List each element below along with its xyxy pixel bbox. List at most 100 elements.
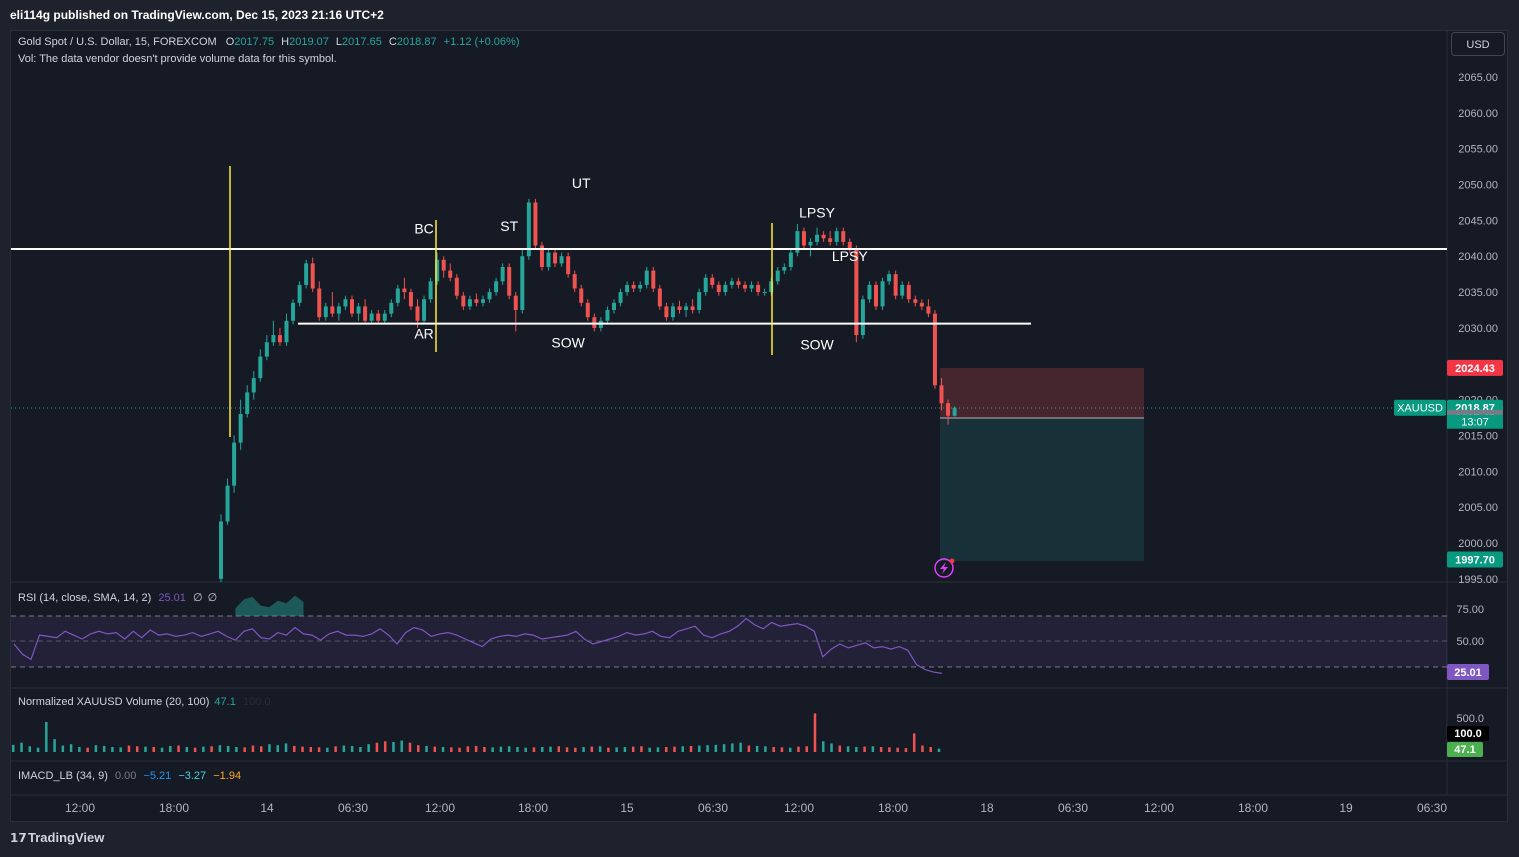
- candle-body: [225, 485, 230, 522]
- volume-bar: [86, 747, 89, 752]
- volume-bar: [152, 747, 156, 752]
- time-axis-tick: 19: [1339, 801, 1353, 815]
- rsi-axis-tick: 75.00: [1456, 604, 1484, 616]
- rsi-line: [13, 617, 943, 674]
- candle-body: [363, 306, 368, 321]
- candle-body: [539, 245, 544, 267]
- annotation-label: AR: [414, 326, 433, 342]
- candle-body: [860, 299, 865, 336]
- symbol-legend[interactable]: Gold Spot / U.S. Dollar, 15, FOREXCOM O2…: [18, 36, 520, 48]
- price-axis-tick: 1995.00: [1458, 574, 1498, 586]
- volume-legend[interactable]: Normalized XAUUSD Volume (20, 100) 47.1 …: [18, 696, 270, 708]
- volume-bar: [640, 746, 643, 752]
- candle-body: [769, 281, 774, 293]
- volume-bar: [367, 744, 370, 752]
- volume-bar: [342, 745, 346, 752]
- candle-body: [625, 284, 630, 293]
- publish-bar: eli114g published on TradingView.com, De…: [0, 0, 1519, 30]
- volume-bar: [855, 747, 858, 752]
- candle-body: [566, 256, 571, 275]
- candle-body: [238, 413, 243, 443]
- candle-body: [304, 263, 309, 285]
- candle-body: [572, 274, 577, 289]
- volume-bar: [119, 747, 122, 752]
- volume-bar: [929, 747, 932, 752]
- candle-body: [494, 281, 499, 293]
- candle-body: [323, 306, 328, 318]
- annotations-group: BC AR ST SOW UT LPSY LPSY SOW: [414, 175, 868, 352]
- volume-bar: [202, 746, 205, 752]
- candle-body: [520, 256, 525, 310]
- volume-bar: [160, 747, 164, 752]
- volume-bar: [549, 746, 552, 752]
- annotation-label: BC: [414, 220, 433, 236]
- candle-body: [382, 313, 387, 321]
- price-axis-tick: 2005.00: [1458, 502, 1498, 514]
- currency-button[interactable]: USD: [1451, 32, 1505, 56]
- volume-bar: [805, 746, 808, 752]
- candle-body: [808, 241, 813, 246]
- price-axis-tick: 2015.00: [1458, 430, 1498, 442]
- candle-body: [854, 249, 859, 336]
- candle-body: [474, 299, 479, 303]
- candle-body: [232, 442, 237, 486]
- candle-body: [415, 306, 420, 321]
- volume-bar: [268, 744, 271, 752]
- candle-body: [716, 284, 721, 293]
- time-axis-tick: 12:00: [784, 801, 814, 815]
- time-axis-tick: 14: [260, 801, 274, 815]
- volume-bar: [846, 746, 850, 752]
- volume-bar: [772, 747, 775, 752]
- candle-body: [356, 306, 361, 314]
- time-axis-tick: 18:00: [518, 801, 548, 815]
- time-axis-tick: 06:30: [1058, 801, 1088, 815]
- volume-bar: [780, 747, 784, 752]
- rsi-legend[interactable]: RSI (14, close, SMA, 14, 2) 25.01 ∅ ∅: [18, 591, 217, 604]
- candle-body: [657, 288, 662, 307]
- candle-body: [336, 306, 341, 314]
- price-axis-tick: 2055.00: [1458, 144, 1498, 156]
- candle-body: [795, 231, 800, 253]
- volume-bar: [243, 747, 246, 752]
- candle-body: [847, 241, 852, 250]
- volume-bar: [499, 746, 503, 752]
- volume-bar: [590, 746, 594, 752]
- volume-value-box: [1447, 742, 1483, 757]
- chart-frame[interactable]: [10, 30, 1508, 822]
- volume-bar: [582, 747, 585, 752]
- volume-bar: [788, 747, 792, 752]
- volume-bar: [94, 745, 98, 752]
- volume-bar: [565, 747, 569, 752]
- rsi-overbought-fill: [235, 595, 304, 616]
- imacd-legend[interactable]: IMACD_LB (34, 9) 0.00 −5.21 −3.27 −1.94: [18, 770, 241, 782]
- candle-body: [376, 313, 381, 321]
- close-value: 2018.87: [396, 36, 437, 48]
- candle-body: [258, 356, 263, 379]
- imacd-v2: −5.21: [143, 770, 172, 782]
- volume-bar: [912, 733, 916, 752]
- candle-body: [906, 284, 911, 300]
- tradingview-brand[interactable]: 𝟭𝟳TradingView: [10, 830, 104, 845]
- volume-bar: [375, 742, 379, 752]
- volume-bar: [764, 746, 767, 752]
- volume-bar: [871, 746, 875, 752]
- volume-bar: [400, 740, 403, 752]
- candle-body: [801, 231, 806, 246]
- time-axis-tick: 06:30: [698, 801, 728, 815]
- lightning-alert-icon[interactable]: [934, 558, 955, 578]
- volume-bar: [937, 748, 941, 752]
- candle-body: [461, 295, 466, 307]
- time-axis-tick: 12:00: [425, 801, 455, 815]
- candle-body: [631, 284, 636, 289]
- candle-body: [697, 292, 702, 310]
- time-axis-tick: 18:00: [1238, 801, 1268, 815]
- volume-bar: [540, 747, 544, 752]
- price-axis-tick: 2010.00: [1458, 466, 1498, 478]
- price-axis-tick: 2040.00: [1458, 251, 1498, 263]
- candle-body: [756, 284, 761, 293]
- rsi-value-text: 25.01: [1454, 667, 1482, 679]
- volume-bar: [648, 747, 651, 752]
- time-axis-tick: 12:00: [65, 801, 95, 815]
- volume-legend-name: Normalized XAUUSD Volume (20, 100): [18, 696, 210, 708]
